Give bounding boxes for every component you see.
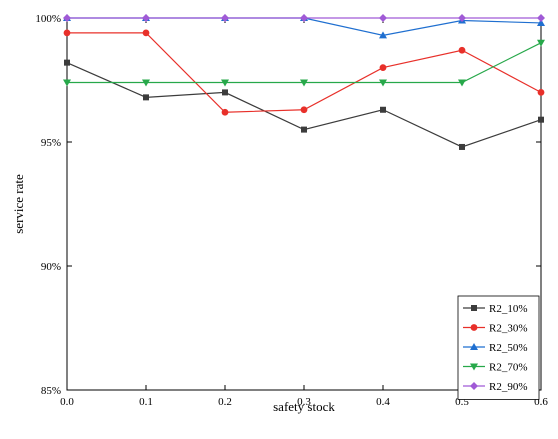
legend-item: R2_30% [463,323,528,335]
data-point [63,29,71,37]
data-point [222,89,228,96]
data-point [64,59,70,66]
x-tick-label: 0.2 [218,396,232,408]
x-tick-label: 0.1 [139,396,153,408]
data-point [537,39,545,47]
y-tick-label: 90% [41,261,61,273]
series-r2-10- [64,59,544,150]
legend-marker [471,305,477,311]
legend-label: R2_30% [489,323,528,335]
data-point [63,14,71,22]
axes: 0.0 0.1 0.2 0.3 0.4 0.5 0.685%90%95%100% [35,13,548,408]
data-point [537,14,545,22]
data-point [379,64,387,71]
data-point [300,14,308,22]
legend-label: R2_10% [489,303,528,315]
series-line [66,62,542,148]
legend-item: R2_90% [463,381,528,393]
data-point [301,126,307,133]
data-point [458,79,466,87]
series-line [67,42,542,84]
legend-marker [470,363,478,371]
legend-label: R2_70% [489,362,528,374]
data-point [143,94,149,101]
data-point [142,79,150,87]
series-line [67,32,542,113]
y-tick-label: 100% [35,13,61,25]
legend-marker [470,382,478,390]
data-point [63,79,71,87]
series-r2-30- [63,29,545,116]
data-point [379,14,387,22]
data-point [221,14,229,22]
data-point [379,31,387,39]
legend-item: R2_70% [463,362,528,374]
data-point [142,14,150,22]
data-point [537,89,545,96]
data-point [300,106,308,114]
x-tick-label: 0.3 [297,396,311,408]
data-point [221,108,229,116]
x-axis-title: safety stock [273,399,335,414]
data-point [380,106,386,113]
data-point [379,79,387,87]
data-point [300,79,308,87]
series-r2-90- [63,14,545,22]
legend-marker [470,324,478,331]
legend-item: R2_50% [463,342,528,354]
data-point [221,79,229,87]
x-tick-label: 0.4 [376,396,390,408]
series-group [63,14,545,150]
data-point [458,46,466,54]
y-tick-label: 95% [41,137,61,149]
x-tick-label: 0.0 [60,396,74,408]
legend-label: R2_90% [489,381,528,393]
data-point [142,29,150,37]
data-point [459,143,465,150]
legend-item: R2_10% [463,303,528,315]
series-r2-70- [63,39,545,87]
legend-marker [470,343,478,350]
data-point [538,116,544,123]
data-point [537,18,545,26]
data-point [458,14,466,22]
legend: R2_10% R2_30% R2_50% R2_70% R2_90% [457,295,540,400]
legend-label: R2_50% [489,342,528,354]
y-tick-label: 85% [41,385,61,397]
y-axis-title: service rate [11,174,26,234]
